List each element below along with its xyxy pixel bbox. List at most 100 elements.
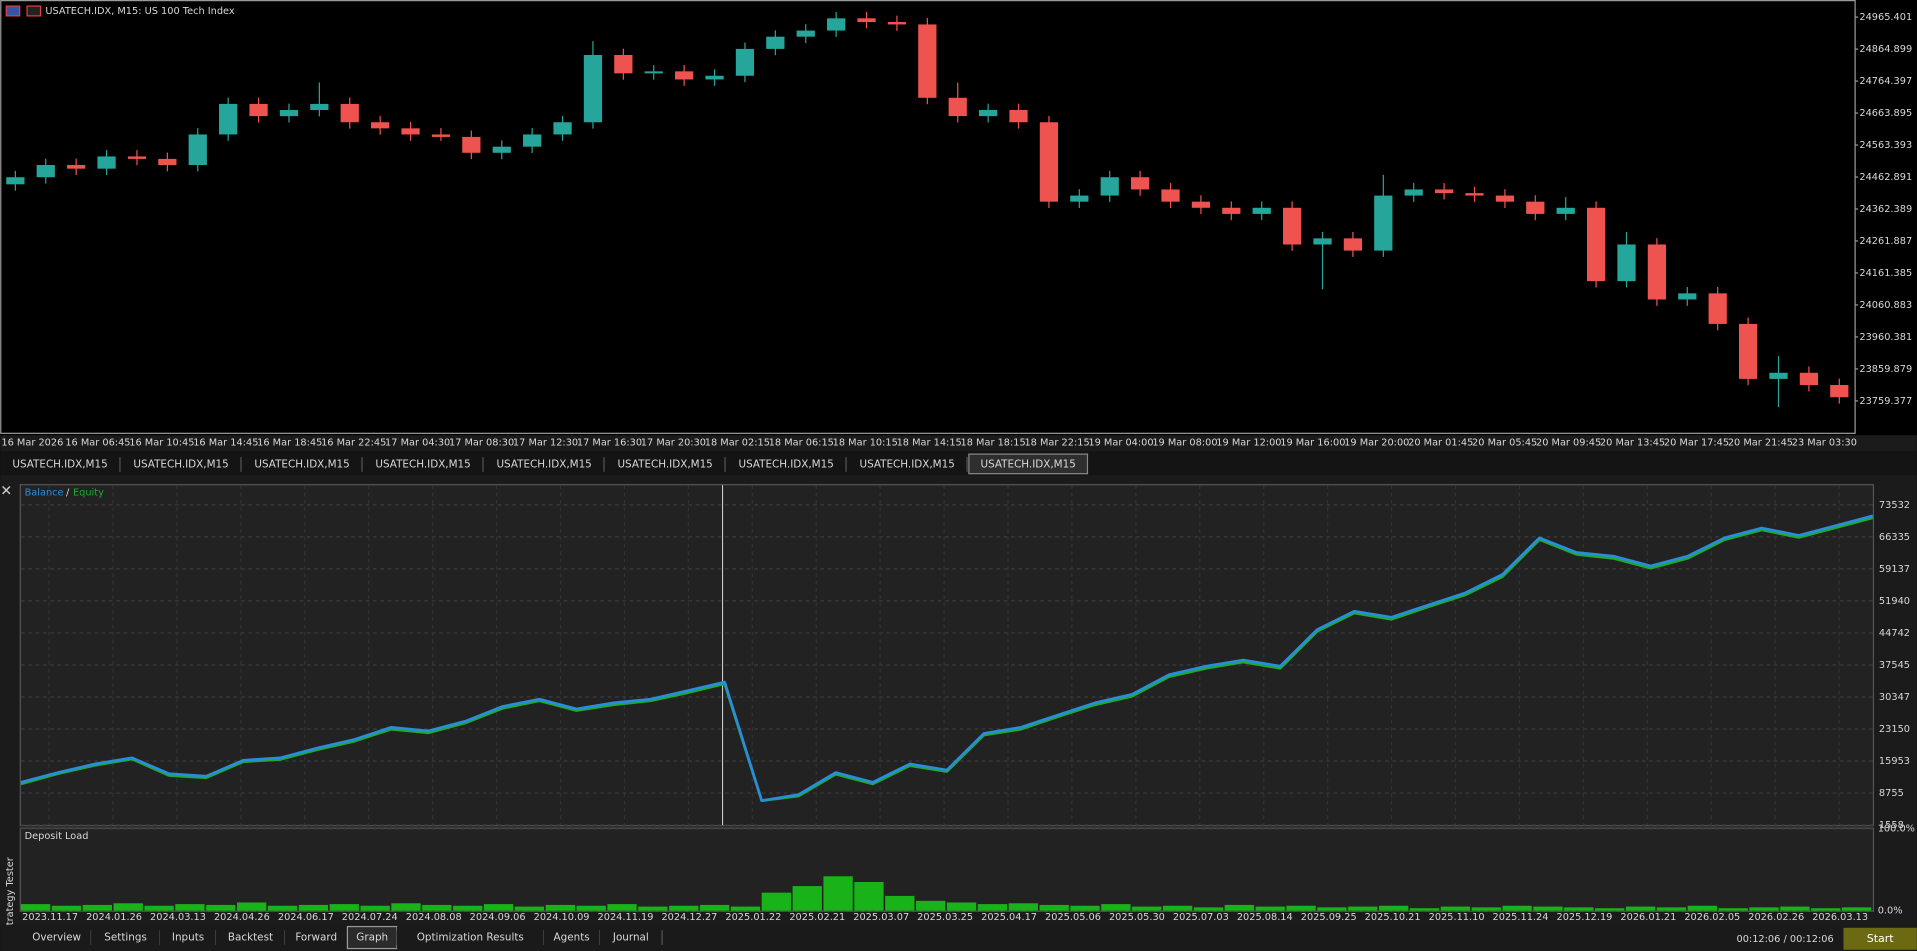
x-tick-label: 2025.05.30 [1109, 912, 1165, 923]
x-tick-label: 16 Mar 14:45 [193, 437, 258, 448]
candle-body [827, 18, 846, 31]
chart-title: USATECH.IDX, M15: US 100 Tech Index [45, 6, 235, 17]
chart-tab[interactable] [968, 453, 1089, 475]
x-tick-label: 2025.02.21 [789, 912, 845, 923]
candle-body [1617, 244, 1636, 282]
x-tick-label: 16 Mar 06:45 [65, 437, 130, 448]
bar [885, 895, 915, 911]
candle-body [219, 103, 238, 135]
y-tick-label: 24161.385 [1859, 268, 1912, 279]
tester-tab[interactable] [91, 926, 161, 949]
close-icon[interactable] [2, 485, 11, 495]
candle-body [675, 71, 694, 80]
chart-title: Deposit Load [25, 831, 89, 842]
tester-tab-label[interactable]: Overview [32, 932, 81, 944]
chart-tab-label[interactable]: USATECH.IDX,M15 [859, 458, 954, 470]
candle-body [127, 156, 147, 159]
bar [1193, 907, 1224, 911]
bar [1224, 904, 1254, 911]
bar [483, 904, 514, 911]
chart-tab-label[interactable]: USATECH.IDX,M15 [133, 458, 228, 470]
bar [1162, 905, 1193, 911]
bar [1286, 905, 1316, 911]
candle-body [1738, 323, 1758, 379]
chart-tab[interactable] [605, 454, 725, 474]
candle-body [492, 146, 511, 153]
chart-tab[interactable] [726, 454, 846, 474]
y-tick-label: 30347 [1879, 692, 1910, 703]
bar [1749, 907, 1779, 911]
chart-tab-label[interactable]: USATECH.IDX,M15 [981, 458, 1076, 470]
x-tick-label: 16 Mar 18:45 [257, 437, 322, 448]
chart-tab-label[interactable]: USATECH.IDX,M15 [496, 458, 591, 470]
bar [1780, 906, 1810, 911]
bar [1502, 905, 1532, 911]
tester-tab-label[interactable]: Inputs [172, 932, 204, 944]
tester-tab-label[interactable]: Journal [612, 932, 649, 944]
chart-tab[interactable] [847, 454, 967, 474]
chart-tab[interactable] [121, 454, 241, 474]
chart-tab-label[interactable]: USATECH.IDX,M15 [617, 458, 712, 470]
bar [20, 904, 51, 911]
chart-tab-label[interactable]: USATECH.IDX,M15 [375, 458, 470, 470]
bar [236, 902, 267, 911]
x-tick-label: 2025.05.06 [1045, 912, 1101, 923]
bar [391, 903, 421, 911]
x-tick-label: 16 Mar 10:45 [129, 437, 194, 448]
candle-body [1131, 177, 1150, 190]
tester-tab-label[interactable]: Optimization Results [417, 932, 524, 944]
candle-body [1100, 177, 1119, 196]
candle-body [1434, 189, 1454, 194]
candle-body [340, 103, 359, 123]
tester-tab[interactable] [160, 926, 217, 949]
bar [1132, 906, 1162, 911]
tester-tab[interactable] [599, 926, 663, 949]
chart-tab[interactable] [484, 454, 604, 474]
candle-body [1404, 189, 1423, 196]
tester-tab-label[interactable]: Agents [554, 932, 590, 944]
chart-tab[interactable] [0, 454, 120, 474]
tester-tab-label[interactable]: Backtest [228, 932, 273, 944]
y-tick-label: 100.0% [1878, 824, 1915, 835]
tester-tab[interactable] [22, 926, 92, 949]
bar [51, 905, 82, 911]
chart-tab-label[interactable]: USATECH.IDX,M15 [738, 458, 833, 470]
candle-body [431, 134, 451, 137]
tester-tab[interactable] [216, 926, 285, 949]
chart-tab[interactable] [242, 454, 362, 474]
start-button[interactable] [1843, 927, 1917, 950]
tester-tab-label[interactable]: Settings [104, 932, 147, 944]
candle-body [36, 165, 55, 178]
x-tick-label: 16 Mar 22:45 [321, 437, 386, 448]
x-tick-label: 2025.11.24 [1493, 912, 1549, 923]
bar [360, 905, 390, 911]
chart-tab-label[interactable]: USATECH.IDX,M15 [12, 458, 107, 470]
x-tick-label: 2025.09.25 [1301, 912, 1357, 923]
tester-tab[interactable] [284, 926, 348, 949]
tester-tab-label[interactable]: Forward [295, 932, 337, 944]
x-tick-label: 18 Mar 18:15 [961, 437, 1026, 448]
y-tick-label: 23960.381 [1859, 332, 1912, 343]
x-tick-label: 17 Mar 04:30 [385, 437, 450, 448]
candle-body [1495, 195, 1515, 202]
candle-body [887, 21, 907, 25]
x-tick-label: 2025.01.22 [725, 912, 781, 923]
y-tick-label: 1558 [1879, 820, 1904, 831]
bar [1595, 908, 1625, 911]
y-tick-label: 24060.883 [1859, 300, 1912, 311]
candle-body [1586, 207, 1606, 282]
chart-tab[interactable] [363, 454, 483, 474]
start-button-label[interactable]: Start [1867, 932, 1895, 945]
candle-body [705, 75, 724, 80]
x-tick-label: 18 Mar 22:15 [1024, 437, 1089, 448]
legend-entry: Equity [73, 488, 104, 499]
chart-tab-label[interactable]: USATECH.IDX,M15 [254, 458, 349, 470]
tester-tab-label[interactable]: Graph [356, 932, 388, 944]
tester-tab[interactable] [543, 926, 600, 949]
y-tick-label: 23759.377 [1859, 396, 1912, 407]
bar [1317, 907, 1347, 911]
y-tick-label: 37545 [1879, 660, 1910, 671]
bar [1811, 908, 1841, 911]
tester-tab[interactable] [396, 926, 544, 949]
